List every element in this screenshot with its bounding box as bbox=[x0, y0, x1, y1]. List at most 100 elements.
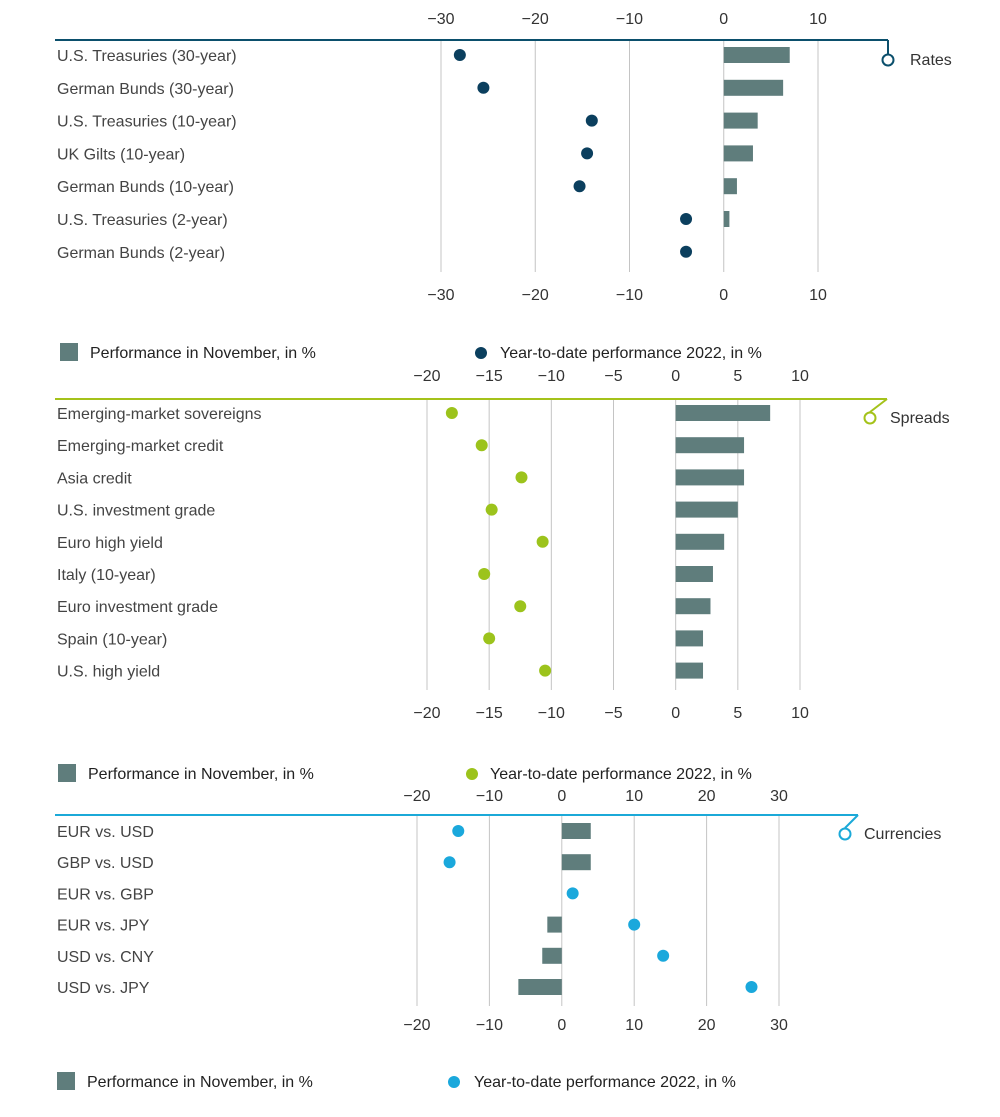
x-tick-label-bottom: 0 bbox=[671, 705, 680, 722]
x-tick-label-bottom: −30 bbox=[427, 287, 454, 304]
category-label: USD vs. CNY bbox=[57, 949, 154, 966]
bar-november bbox=[542, 947, 562, 964]
x-tick-label-top: 10 bbox=[809, 11, 827, 28]
category-label: German Bunds (2-year) bbox=[57, 245, 225, 262]
bar-november bbox=[518, 979, 562, 995]
x-tick-label-top: −30 bbox=[427, 11, 454, 28]
x-tick-label-bottom: −20 bbox=[413, 705, 440, 722]
category-label: U.S. Treasuries (2-year) bbox=[57, 212, 228, 229]
legend-label-november: Performance in November, in % bbox=[90, 345, 316, 362]
x-tick-label-top: 30 bbox=[770, 788, 788, 805]
category-label: Euro investment grade bbox=[57, 599, 218, 616]
x-tick-label-bottom: −5 bbox=[604, 705, 622, 722]
x-tick-label-bottom: −10 bbox=[538, 705, 565, 722]
x-tick-label-bottom: −20 bbox=[403, 1017, 430, 1034]
x-tick-label-bottom: 5 bbox=[733, 705, 742, 722]
legend-bar-swatch bbox=[58, 764, 76, 782]
legend-bar-swatch bbox=[57, 1072, 75, 1090]
bar-november bbox=[675, 469, 745, 486]
x-tick-label-top: −20 bbox=[413, 368, 440, 385]
legend-label-ytd: Year-to-date performance 2022, in % bbox=[500, 345, 762, 362]
category-label: EUR vs. USD bbox=[57, 824, 154, 841]
point-ytd bbox=[515, 471, 528, 484]
x-tick-label-top: −20 bbox=[522, 11, 549, 28]
x-tick-label-bottom: −10 bbox=[616, 287, 643, 304]
x-tick-label-top: 5 bbox=[733, 368, 742, 385]
x-tick-label-bottom: 0 bbox=[719, 287, 728, 304]
title-marker-icon bbox=[838, 827, 852, 841]
bar-november bbox=[675, 630, 704, 647]
bar-november bbox=[561, 854, 591, 871]
x-tick-label-bottom: 30 bbox=[770, 1017, 788, 1034]
x-tick-label-top: −15 bbox=[476, 368, 503, 385]
bar-november bbox=[723, 47, 790, 63]
legend-point-swatch bbox=[475, 347, 487, 359]
x-tick-label-bottom: 20 bbox=[698, 1017, 716, 1034]
point-ytd bbox=[485, 503, 498, 516]
point-ytd bbox=[566, 887, 579, 900]
point-ytd bbox=[585, 114, 598, 127]
point-ytd bbox=[573, 180, 586, 193]
bar-november bbox=[723, 211, 730, 227]
title-marker-icon bbox=[863, 411, 877, 425]
point-ytd bbox=[477, 81, 490, 94]
category-label: U.S. Treasuries (30-year) bbox=[57, 48, 237, 65]
x-tick-label-top: −10 bbox=[476, 788, 503, 805]
point-ytd bbox=[628, 918, 641, 931]
category-label: Spain (10-year) bbox=[57, 631, 167, 648]
x-tick-label-bottom: 10 bbox=[625, 1017, 643, 1034]
legend-label-ytd: Year-to-date performance 2022, in % bbox=[490, 766, 752, 783]
category-label: UK Gilts (10-year) bbox=[57, 146, 185, 163]
title-connector bbox=[869, 398, 888, 413]
category-label: U.S. investment grade bbox=[57, 503, 215, 520]
bar-november bbox=[675, 437, 745, 454]
point-ytd bbox=[539, 664, 552, 677]
category-label: Italy (10-year) bbox=[57, 567, 156, 584]
category-label: U.S. Treasuries (10-year) bbox=[57, 114, 237, 131]
x-tick-label-top: −20 bbox=[403, 788, 430, 805]
bar-november bbox=[675, 533, 725, 550]
bar-november bbox=[723, 79, 784, 96]
category-label: Emerging-market sovereigns bbox=[57, 406, 262, 423]
x-tick-label-top: 10 bbox=[791, 368, 809, 385]
x-tick-label-top: 10 bbox=[625, 788, 643, 805]
point-ytd bbox=[536, 535, 549, 548]
bar-november bbox=[675, 405, 771, 421]
title-marker-icon bbox=[881, 53, 895, 67]
category-label: EUR vs. GBP bbox=[57, 886, 154, 903]
legend-label-november: Performance in November, in % bbox=[87, 1074, 313, 1091]
point-ytd bbox=[453, 49, 466, 61]
x-tick-label-bottom: 10 bbox=[791, 705, 809, 722]
category-label: EUR vs. JPY bbox=[57, 918, 150, 935]
bar-november bbox=[675, 598, 711, 615]
point-ytd bbox=[745, 981, 758, 993]
x-tick-label-top: 0 bbox=[557, 788, 566, 805]
bar-november bbox=[547, 916, 562, 933]
point-ytd bbox=[514, 600, 527, 613]
point-ytd bbox=[478, 568, 491, 580]
point-ytd bbox=[680, 213, 693, 225]
legend-label-ytd: Year-to-date performance 2022, in % bbox=[474, 1074, 736, 1091]
category-label: Emerging-market credit bbox=[57, 438, 224, 455]
legend-label-november: Performance in November, in % bbox=[88, 766, 314, 783]
x-tick-label-top: −10 bbox=[616, 11, 643, 28]
category-label: U.S. high yield bbox=[57, 664, 160, 681]
category-label: USD vs. JPY bbox=[57, 980, 150, 997]
panel-title: Rates bbox=[910, 52, 952, 69]
legend-point-swatch bbox=[466, 768, 478, 780]
category-label: Asia credit bbox=[57, 470, 132, 487]
x-tick-label-bottom: −15 bbox=[476, 705, 503, 722]
x-tick-label-top: −5 bbox=[604, 368, 622, 385]
panel-title: Spreads bbox=[890, 410, 950, 427]
x-tick-label-bottom: −20 bbox=[522, 287, 549, 304]
bar-november bbox=[675, 566, 713, 582]
point-ytd bbox=[475, 439, 488, 452]
point-ytd bbox=[452, 825, 465, 837]
title-connector bbox=[844, 814, 859, 829]
panel-title: Currencies bbox=[864, 826, 941, 843]
point-ytd bbox=[680, 245, 693, 258]
x-tick-label-bottom: 10 bbox=[809, 287, 827, 304]
category-label: German Bunds (10-year) bbox=[57, 179, 234, 196]
point-ytd bbox=[443, 856, 456, 869]
